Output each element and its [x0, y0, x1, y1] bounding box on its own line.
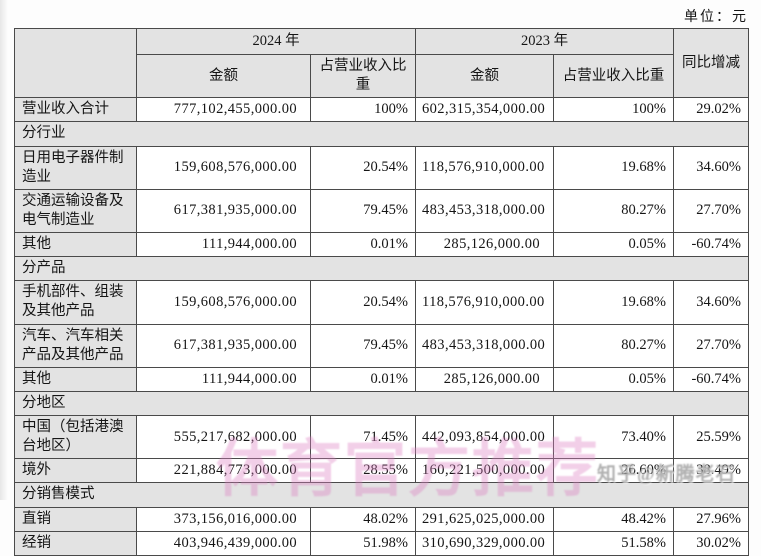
row-label: 其他	[14, 366, 137, 392]
share-2023: 26.60%	[553, 458, 674, 484]
yoy-change: 34.60%	[673, 145, 749, 190]
share-2023: 73.40%	[553, 414, 674, 460]
amount-2023: 291,625,025,000.00	[415, 506, 554, 532]
row-label: 经销	[14, 530, 137, 556]
amount-2023: 442,093,854,000.00	[415, 414, 554, 460]
share-2024: 100%	[310, 97, 416, 123]
row-label: 日用电子器件制造业	[14, 145, 137, 190]
yoy-change: 27.70%	[673, 323, 749, 368]
share-2023: 100%	[553, 97, 674, 123]
row-label: 手机部件、组装及其他产品	[14, 280, 137, 325]
share-2023: 80.27%	[553, 188, 674, 234]
section-row: 分行业	[14, 121, 749, 147]
row-label: 汽车、汽车相关产品及其他产品	[14, 323, 137, 368]
section-row: 分地区	[14, 390, 749, 417]
share-2023: 19.68%	[553, 145, 674, 190]
table-row: 交通运输设备及电气制造业 617,381,935,000.00 79.45% 483,…	[14, 188, 749, 234]
amount-2023: 285,126,000.00	[415, 366, 554, 392]
table-body: 营业收入合计 777,102,455,000.00 100% 602,315,354,…	[14, 97, 749, 556]
yoy-header: 同比增减	[673, 27, 749, 99]
yoy-change: -60.74%	[673, 231, 749, 258]
share-2023: 48.42%	[553, 506, 674, 532]
amount-2024: 111,944,000.00	[136, 366, 311, 392]
table-row: 境外 221,884,773,000.00 28.55% 160,221,500,00…	[14, 458, 749, 484]
unit-label: 单位：元	[684, 10, 748, 25]
corner-blank-cell	[14, 27, 137, 99]
table-row: 其他 111,944,000.00 0.01% 285,126,000.00 0.05%…	[14, 231, 749, 258]
amount-2024: 221,884,773,000.00	[136, 458, 311, 484]
amount-2023: 285,126,000.00	[415, 231, 554, 258]
table-row: 营业收入合计 777,102,455,000.00 100% 602,315,354,…	[14, 97, 749, 123]
share-2024: 71.45%	[310, 414, 416, 460]
yoy-change: 25.59%	[673, 414, 749, 460]
amount-2023: 483,453,318,000.00	[415, 323, 554, 368]
table-header: 2024 年 2023 年 同比增减 金额 占营业收入比重 金额 占营业收入比重	[14, 27, 749, 99]
amount-2024: 111,944,000.00	[136, 231, 311, 258]
share-2023: 0.05%	[553, 366, 674, 392]
section-row: 分销售模式	[14, 482, 749, 508]
amount-2024: 403,946,439,000.00	[136, 530, 311, 556]
section-header-label: 分地区	[14, 390, 749, 417]
yoy-change: 34.60%	[673, 280, 749, 325]
year-2023-header: 2023 年	[415, 28, 674, 55]
yoy-change: 29.02%	[673, 97, 749, 123]
row-label: 直销	[14, 506, 137, 532]
share-2023: 19.68%	[553, 280, 674, 325]
row-label: 营业收入合计	[14, 97, 137, 123]
revenue-breakdown-table: 2024 年 2023 年 同比增减 金额 占营业收入比重 金额 占营业收入比重…	[14, 27, 749, 556]
share-2024: 48.02%	[310, 506, 416, 532]
amount-2023: 602,315,354,000.00	[415, 97, 554, 123]
share-2024: 20.54%	[310, 145, 416, 190]
share-2023: 0.05%	[553, 231, 674, 258]
yoy-change: 38.49%	[673, 458, 749, 484]
amount-2023: 118,576,910,000.00	[415, 280, 554, 325]
amount-2023-header: 金额	[415, 53, 554, 99]
section-row: 分产品	[14, 256, 749, 282]
row-label: 中国（包括港澳台地区）	[14, 414, 137, 460]
share-2023-header: 占营业收入比重	[553, 53, 674, 99]
yoy-change: 27.70%	[673, 188, 749, 234]
yoy-change: 30.02%	[673, 530, 749, 556]
amount-2023: 310,690,329,000.00	[415, 530, 554, 556]
table-row: 经销 403,946,439,000.00 51.98% 310,690,329,00…	[14, 530, 749, 556]
amount-2023: 160,221,500,000.00	[415, 458, 554, 484]
share-2023: 80.27%	[553, 323, 674, 368]
table-row: 日用电子器件制造业 159,608,576,000.00 20.54% 118,576…	[14, 145, 749, 190]
share-2023: 51.58%	[553, 530, 674, 556]
share-2024: 79.45%	[310, 323, 416, 368]
year-2024-header: 2024 年	[136, 28, 416, 55]
share-2024-header: 占营业收入比重	[310, 53, 416, 99]
yoy-change: 27.96%	[673, 506, 749, 532]
amount-2024: 373,156,016,000.00	[136, 506, 311, 532]
amount-2024: 617,381,935,000.00	[136, 323, 311, 368]
row-label: 交通运输设备及电气制造业	[14, 188, 137, 234]
share-2024: 20.54%	[310, 280, 416, 325]
share-2024: 51.98%	[310, 530, 416, 556]
amount-2023: 118,576,910,000.00	[415, 145, 554, 190]
section-header-label: 分销售模式	[14, 482, 749, 508]
table-row: 手机部件、组装及其他产品 159,608,576,000.00 20.54% 118,…	[14, 280, 749, 325]
share-2024: 79.45%	[310, 188, 416, 234]
page-edge-shade	[0, 0, 8, 500]
amount-2024: 617,381,935,000.00	[136, 188, 311, 234]
section-header-label: 分产品	[14, 256, 749, 282]
amount-2024-header: 金额	[136, 53, 311, 99]
table-row: 中国（包括港澳台地区） 555,217,682,000.00 71.45% 442,0…	[14, 414, 749, 460]
amount-2024: 777,102,455,000.00	[136, 97, 311, 123]
yoy-change: -60.74%	[673, 366, 749, 392]
amount-2024: 555,217,682,000.00	[136, 414, 311, 460]
share-2024: 0.01%	[310, 231, 416, 258]
table-row: 其他 111,944,000.00 0.01% 285,126,000.00 0.05%…	[14, 366, 749, 392]
share-2024: 0.01%	[310, 366, 416, 392]
row-label: 其他	[14, 231, 137, 258]
row-label: 境外	[14, 458, 137, 484]
section-header-label: 分行业	[14, 121, 749, 147]
table-row: 汽车、汽车相关产品及其他产品 617,381,935,000.00 79.45% 48…	[14, 323, 749, 368]
amount-2024: 159,608,576,000.00	[136, 280, 311, 325]
amount-2023: 483,453,318,000.00	[415, 188, 554, 234]
amount-2024: 159,608,576,000.00	[136, 145, 311, 190]
share-2024: 28.55%	[310, 458, 416, 484]
table-row: 直销 373,156,016,000.00 48.02% 291,625,025,00…	[14, 506, 749, 532]
